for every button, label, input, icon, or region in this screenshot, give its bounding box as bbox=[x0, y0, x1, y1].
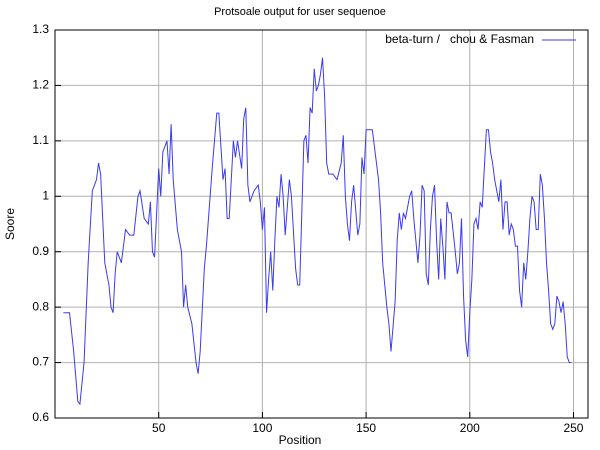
plot-frame bbox=[54, 29, 589, 419]
y-tick-label: 1 bbox=[42, 188, 49, 202]
x-tick-label: 100 bbox=[252, 421, 272, 435]
y-tick-label: 0.8 bbox=[32, 299, 49, 313]
grid: 0.6 0.7 0.8 0.9 1 1.1 1.2 1.3 50 100 150 200 250 bbox=[32, 22, 588, 435]
x-tick-label: 250 bbox=[563, 421, 583, 435]
legend: beta-turn / chou & Fasman bbox=[385, 32, 576, 46]
y-tick-label: 1.2 bbox=[32, 78, 49, 92]
x-axis-label: Position bbox=[279, 433, 322, 447]
plot-area bbox=[63, 57, 572, 406]
chart-title: Protsoale output for user sequenoe bbox=[214, 6, 386, 18]
y-tick-label: 0.9 bbox=[32, 244, 49, 258]
legend-label: beta-turn / chou & Fasman bbox=[385, 32, 534, 46]
y-tick-label: 1.3 bbox=[32, 22, 49, 36]
x-tick-label: 200 bbox=[460, 421, 480, 435]
y-tick-label: 0.7 bbox=[32, 355, 49, 369]
y-tick-label: 1.1 bbox=[32, 133, 49, 147]
x-tick-label: 150 bbox=[356, 421, 376, 435]
y-tick-label: 0.6 bbox=[32, 410, 49, 424]
x-tick-label: 50 bbox=[152, 421, 166, 435]
data-line bbox=[63, 57, 572, 406]
y-axis-label: Soore bbox=[3, 208, 17, 240]
